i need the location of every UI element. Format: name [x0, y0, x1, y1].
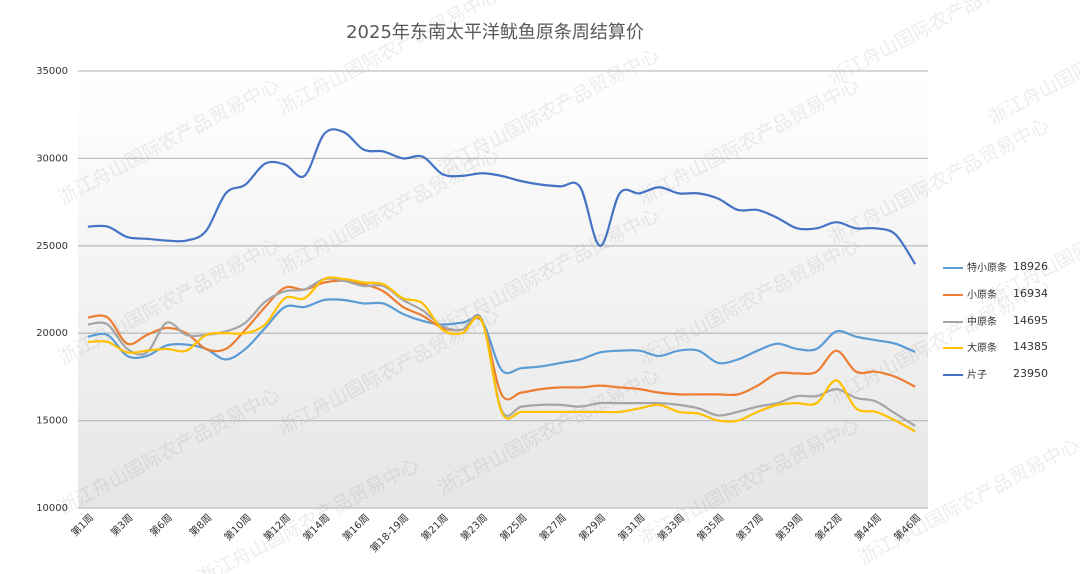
legend-label: 中原条 — [967, 315, 997, 328]
legend-label: 特小原条 — [967, 261, 1007, 274]
y-tick-label: 15000 — [36, 416, 68, 427]
legend-label: 片子 — [967, 368, 987, 381]
plot-area — [78, 71, 928, 508]
x-tick-label: 第10周 — [221, 511, 253, 543]
x-tick-label: 第27周 — [536, 511, 568, 543]
y-tick-label: 35000 — [36, 66, 68, 77]
series-line — [87, 128, 917, 265]
series-line — [87, 276, 916, 433]
y-tick-label: 30000 — [36, 153, 68, 164]
x-tick-label: 第37周 — [733, 511, 765, 543]
x-tick-label: 第25周 — [497, 511, 529, 543]
x-tick-label: 第39周 — [773, 511, 805, 543]
legend-label: 大原条 — [967, 341, 997, 354]
x-tick-label: 第18-19周 — [367, 511, 411, 555]
x-tick-label: 第42周 — [812, 511, 844, 543]
legend-value: 14385 — [1013, 340, 1048, 353]
x-tick-label: 第8周 — [186, 511, 214, 539]
x-tick-label: 第6周 — [147, 511, 175, 539]
x-tick-label: 第16周 — [340, 511, 372, 543]
legend-label: 小原条 — [967, 288, 997, 301]
watermark: 浙江舟山国际农产品贸易中心 — [985, 0, 1080, 129]
y-tick-label: 25000 — [36, 241, 68, 252]
x-tick-label: 第29周 — [576, 511, 608, 543]
legend-value: 14695 — [1013, 314, 1048, 327]
legend-value: 18926 — [1013, 260, 1048, 273]
y-tick-label: 20000 — [36, 328, 68, 339]
chart-title: 2025年东南太平洋鱿鱼原条周结算价 — [346, 22, 644, 43]
series-line — [87, 298, 916, 375]
y-tick-label: 10000 — [36, 503, 68, 514]
watermark: 浙江舟山国际农产品贸易中心 — [825, 0, 1053, 89]
series-line — [87, 279, 916, 401]
x-tick-label: 第3周 — [108, 511, 136, 539]
legend-value: 16934 — [1013, 287, 1048, 300]
x-tick-label: 第23周 — [458, 511, 490, 543]
legend-value: 23950 — [1013, 367, 1048, 380]
x-tick-label: 第21周 — [418, 511, 450, 543]
